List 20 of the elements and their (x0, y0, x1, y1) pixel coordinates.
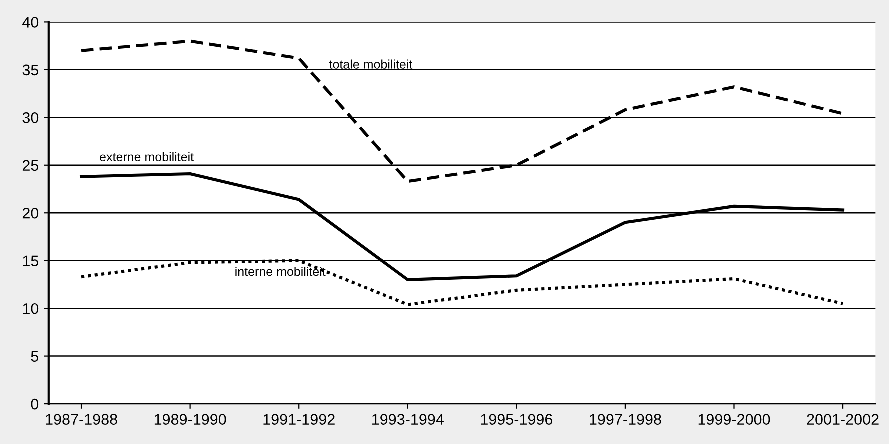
x-tick-label: 1995-1996 (481, 414, 553, 425)
x-tick-label: 1991-1992 (264, 414, 335, 425)
y-tick-label: 5 (31, 351, 39, 362)
series-label: externe mobiliteit (100, 152, 194, 162)
x-tick-label: 1989-1990 (154, 414, 226, 425)
x-tick-label: 1997-1998 (590, 414, 662, 425)
x-tick-label: 1993-1994 (372, 414, 444, 425)
y-tick-label: 40 (22, 17, 39, 28)
y-tick-label: 35 (22, 64, 39, 76)
y-tick-label: 30 (22, 112, 39, 124)
y-tick-label: 20 (22, 208, 39, 219)
series-label: totale mobiliteit (329, 60, 413, 69)
series-label: interne mobiliteit (236, 266, 326, 276)
y-tick-label: 15 (23, 256, 39, 267)
y-tick-label: 0 (31, 398, 39, 410)
x-tick-label: 1999-2000 (698, 414, 770, 425)
y-tick-label: 10 (23, 303, 39, 314)
x-tick-label: 2001-2002 (807, 414, 879, 425)
x-tick-label: 1987-1988 (46, 414, 118, 425)
y-tick-label: 25 (22, 160, 39, 172)
